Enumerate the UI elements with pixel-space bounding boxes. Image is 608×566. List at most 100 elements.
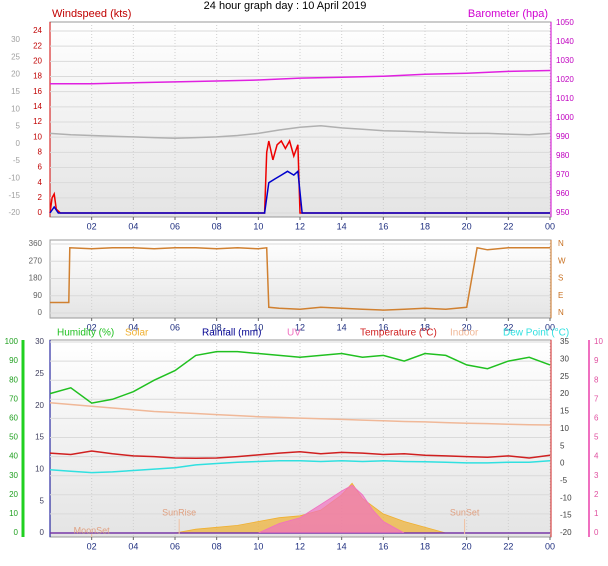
y2-tick-label: 0: [560, 459, 565, 468]
x-tick-label: 14: [337, 221, 347, 231]
x-tick-label: 20: [462, 322, 472, 332]
x-tick-label: 22: [503, 541, 513, 551]
line: [49, 125, 551, 140]
y-tick-label: 60: [9, 414, 18, 423]
y-tick-label: 12: [33, 117, 42, 126]
x-tick-label: 04: [128, 541, 138, 551]
y-axis-title: Windspeed (kts): [52, 8, 131, 20]
legend-entry: Dew Point (°C): [503, 328, 569, 339]
x-tick-label: 14: [337, 322, 347, 332]
y4-tick-label: 3: [594, 471, 599, 480]
x-tick-label: 18: [420, 221, 430, 231]
line: [49, 402, 551, 426]
y-tick-label: 80: [9, 375, 18, 384]
line: [50, 69, 551, 85]
y4-tick-label: 9: [594, 356, 599, 365]
y3-tick-label: -10: [8, 174, 20, 183]
y3-tick-label: 15: [35, 433, 44, 442]
y2-tick-label: 1030: [556, 56, 574, 65]
y2-axis-title: Barometer (hpa): [468, 8, 548, 20]
y2-tick-label: W: [558, 256, 566, 265]
x-tick-label: 16: [378, 541, 388, 551]
x-tick-label: 08: [212, 541, 222, 551]
y-tick-label: 2: [38, 193, 43, 202]
legend-entry: Temperature (°C): [360, 328, 437, 339]
line: [50, 246, 550, 311]
y-tick-label: 16: [33, 87, 42, 96]
x-tick-label: 16: [378, 322, 388, 332]
y2-tick-label: E: [558, 291, 563, 300]
y-tick-label: 6: [38, 163, 43, 172]
x-tick-label: 00: [545, 541, 555, 551]
x-tick-label: 02: [87, 322, 97, 332]
y-tick-label: 70: [9, 394, 18, 403]
y-tick-label: 20: [33, 56, 42, 65]
y4-tick-label: 5: [594, 433, 599, 442]
y-tick-label: 180: [29, 274, 43, 283]
y3-tick-label: 5: [40, 496, 45, 505]
x-tick-label: 10: [253, 221, 263, 231]
y3-tick-label: 25: [11, 52, 20, 61]
y-tick-label: 50: [9, 433, 18, 442]
x-tick-label: 10: [253, 322, 263, 332]
line: [49, 460, 551, 474]
y-tick-label: 100: [5, 337, 19, 346]
y3-tick-label: 0: [40, 528, 45, 537]
y4-tick-label: 2: [594, 490, 599, 499]
x-tick-label: 12: [295, 221, 305, 231]
x-tick-label: 20: [462, 541, 472, 551]
y3-tick-label: 25: [35, 369, 44, 378]
legend-entry: UV: [287, 328, 301, 339]
x-tick-label: 12: [295, 541, 305, 551]
y4-tick-label: 1: [594, 509, 599, 518]
y-tick-label: 0: [38, 208, 43, 217]
y3-tick-label: 30: [35, 337, 44, 346]
y-tick-label: 10: [9, 509, 18, 518]
x-tick-label: 04: [128, 221, 138, 231]
legend-entry: Indoor: [450, 328, 479, 339]
x-tick-label: 02: [87, 221, 97, 231]
y2-tick-label: 10: [560, 424, 569, 433]
y-tick-label: 90: [33, 291, 42, 300]
x-tick-label: 06: [170, 221, 180, 231]
x-tick-label: 08: [212, 221, 222, 231]
y2-tick-label: S: [558, 274, 563, 283]
x-tick-label: 08: [212, 322, 222, 332]
y2-tick-label: 960: [556, 189, 570, 198]
x-tick-label: 06: [170, 322, 180, 332]
x-tick-label: 18: [420, 322, 430, 332]
x-tick-label: 06: [170, 541, 180, 551]
line: [49, 169, 550, 214]
y2-tick-label: 950: [556, 208, 570, 217]
y4-tick-label: 7: [594, 394, 599, 403]
y2-tick-label: 15: [560, 407, 569, 416]
y-tick-label: 4: [38, 178, 43, 187]
y2-tick-label: -10: [560, 493, 572, 502]
annotation: MoonSet: [74, 525, 111, 535]
y-tick-label: 0: [38, 308, 43, 317]
y4-tick-label: 6: [594, 414, 599, 423]
plot-background: [49, 339, 552, 538]
y4-tick-label: 4: [594, 452, 599, 461]
y2-tick-label: N: [558, 239, 564, 248]
y-tick-label: 20: [9, 490, 18, 499]
y-tick-label: 18: [33, 72, 42, 81]
line: [49, 450, 551, 460]
y-tick-label: 30: [9, 471, 18, 480]
y2-tick-label: 1000: [556, 113, 574, 122]
y-tick-label: 360: [29, 239, 43, 248]
annotation: SunRise: [162, 507, 196, 517]
y2-tick-label: 980: [556, 151, 570, 160]
y2-tick-label: -20: [560, 528, 572, 537]
y2-tick-label: -5: [560, 476, 568, 485]
y2-tick-label: 35: [560, 337, 569, 346]
y2-tick-label: 1040: [556, 37, 574, 46]
x-tick-label: 04: [128, 322, 138, 332]
y2-tick-label: -15: [560, 511, 572, 520]
y2-tick-label: N: [558, 308, 564, 317]
chart-title: 24 hour graph day : 10 April 2019: [204, 0, 367, 12]
y3-tick-label: -15: [8, 191, 20, 200]
y3-tick-label: 30: [11, 35, 20, 44]
y-tick-label: 10: [33, 132, 42, 141]
legend-entry: Solar: [125, 328, 149, 339]
